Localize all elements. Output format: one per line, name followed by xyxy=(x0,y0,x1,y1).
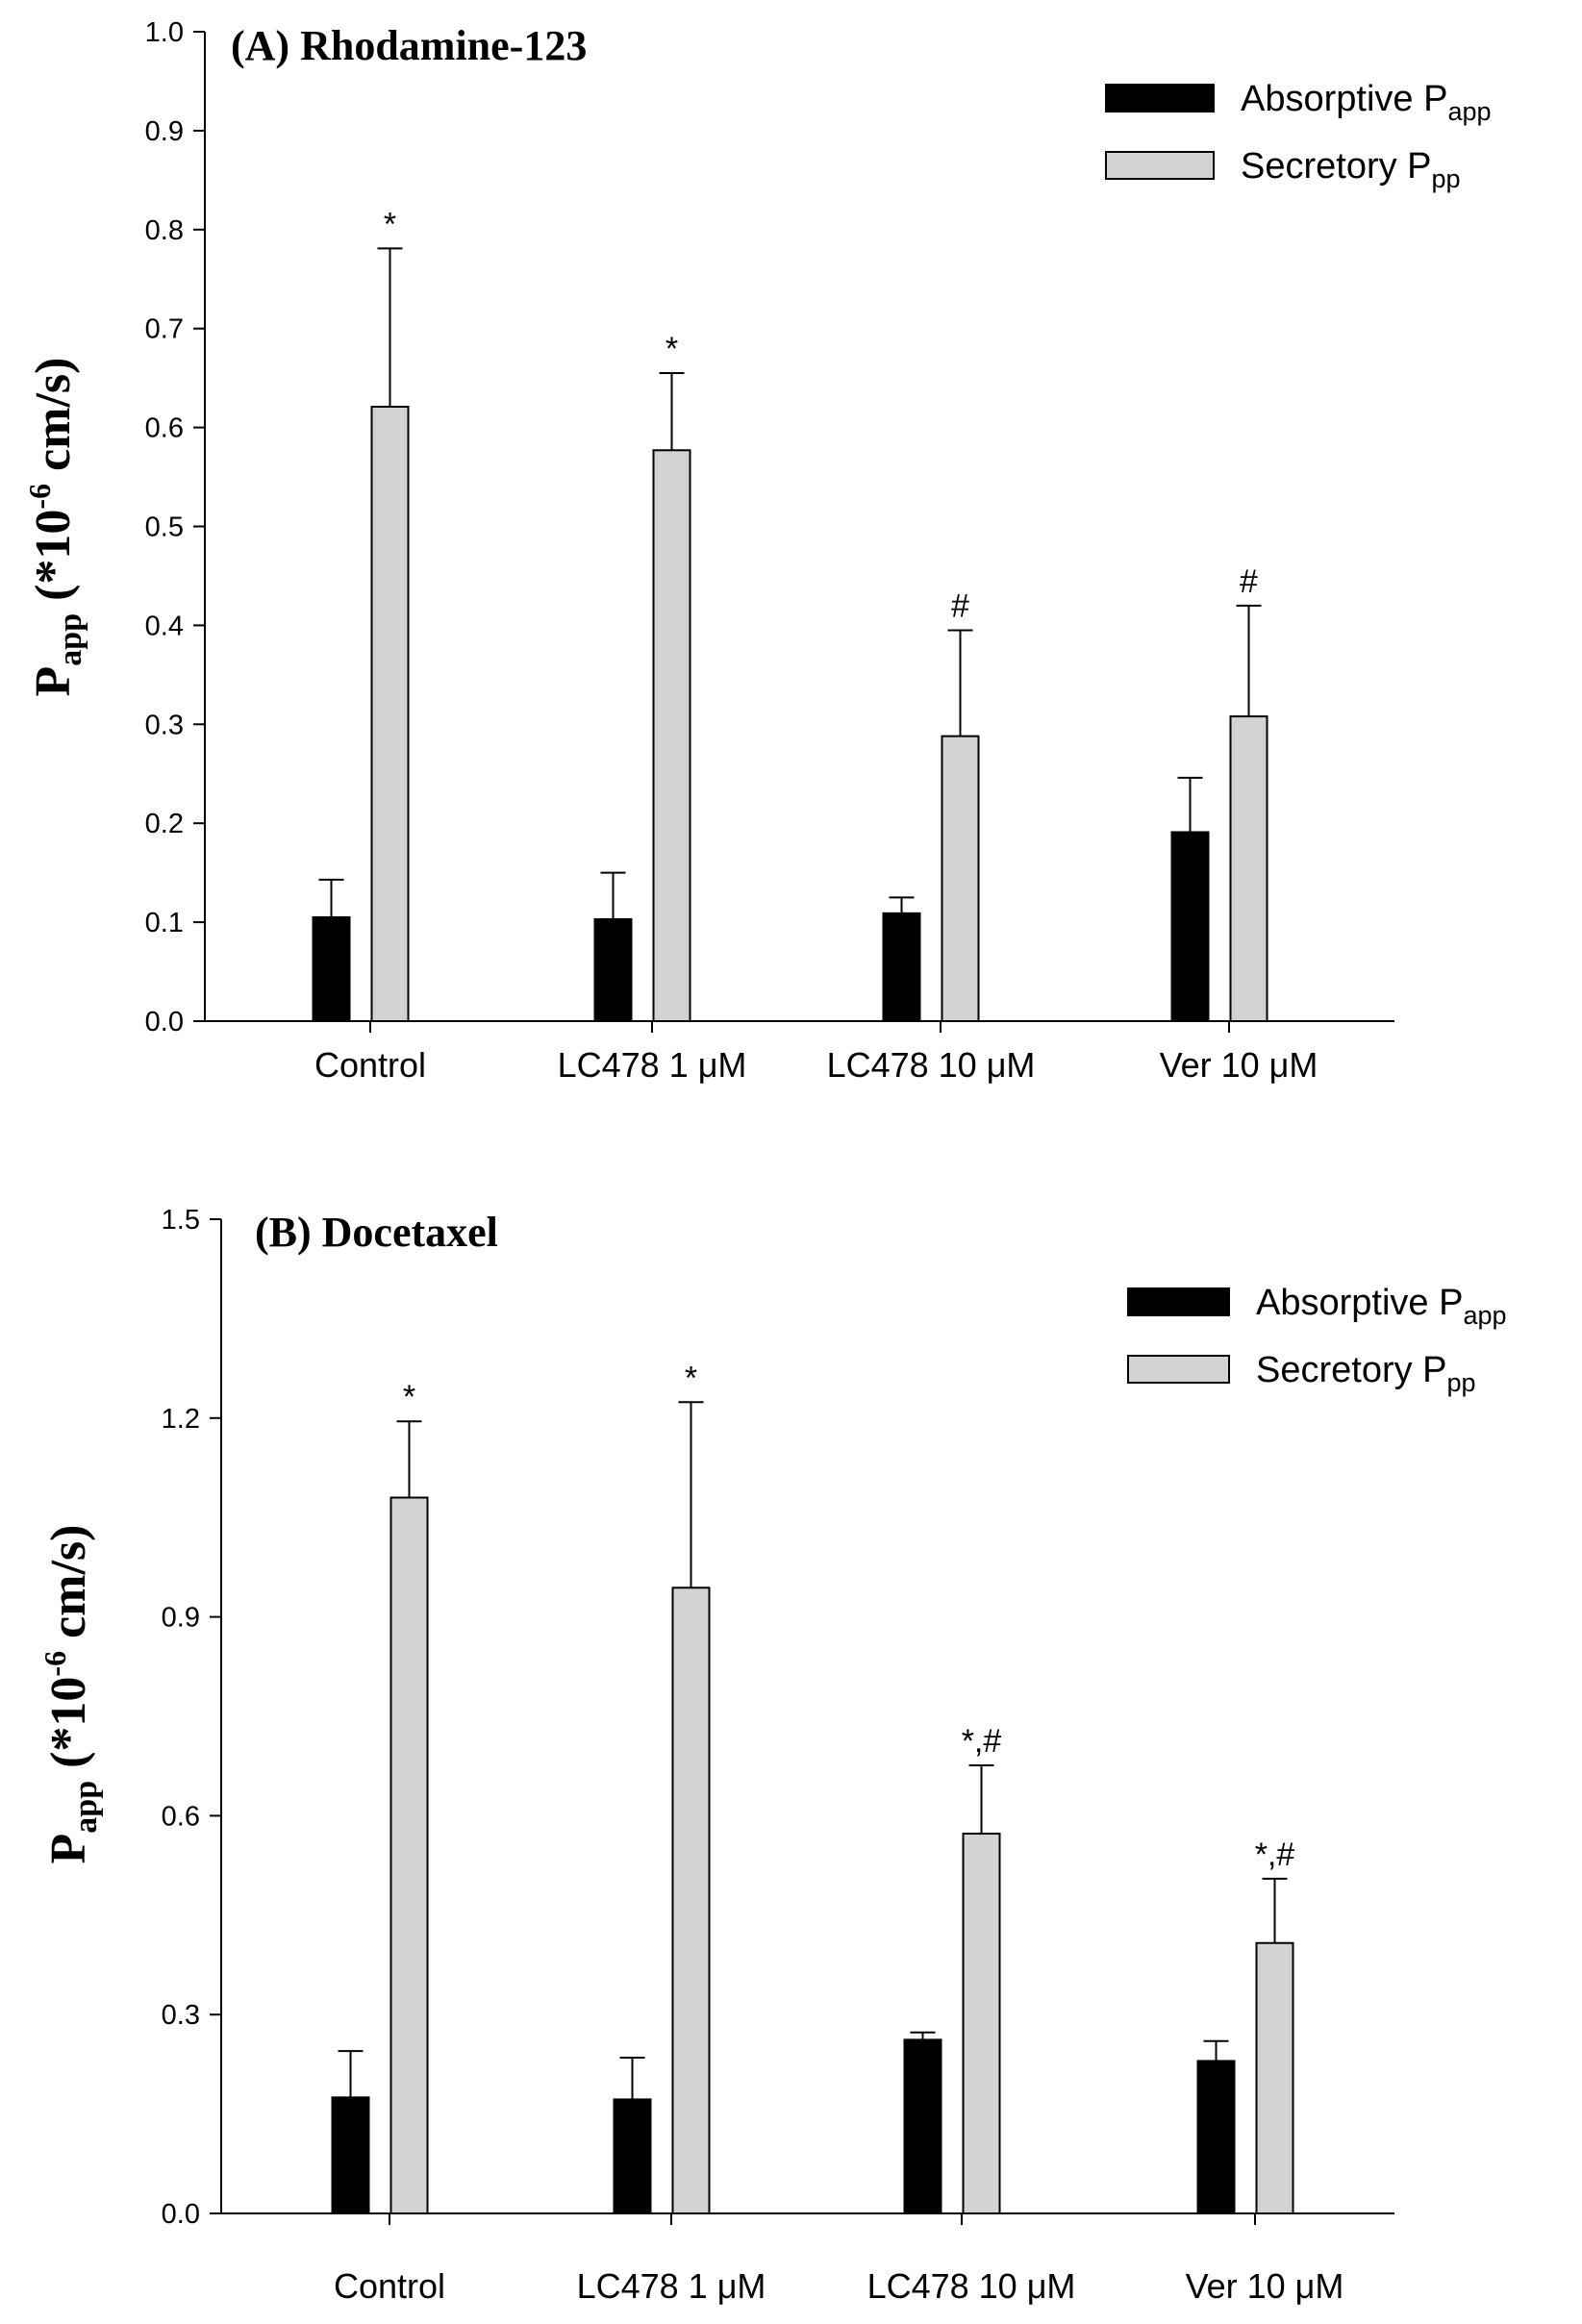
y-tick-label-a: 0.4 xyxy=(145,611,184,641)
category-label-a: LC478 1 μM xyxy=(558,1045,747,1085)
legend-swatch-a xyxy=(1105,151,1215,180)
legend-swatch-b xyxy=(1127,1355,1230,1384)
bar-secretory-a xyxy=(652,449,691,1022)
category-label-a: Control xyxy=(314,1045,426,1085)
bar-absorptive-a xyxy=(1170,831,1210,1022)
panel-a-chart: 0.0 0.1 0.2 0.3 0.4 0.5 0.6 0.7 0.8 0.9 1.0 * * # # Con… xyxy=(22,17,1492,1085)
y-tick-label-a: 0.0 xyxy=(145,1007,184,1037)
y-tick-label-a: 0.8 xyxy=(145,215,184,246)
y-tick-label-a: 0.5 xyxy=(145,512,184,543)
significance-label-a: * xyxy=(665,331,678,367)
significance-label-b: *,# xyxy=(962,1723,1002,1760)
bar-absorptive-a xyxy=(593,918,633,1022)
bar-secretory-b xyxy=(1255,1941,1294,2214)
category-label-b: Control xyxy=(334,2266,445,2306)
bar-secretory-b xyxy=(671,1587,711,2214)
category-label-a: LC478 10 μM xyxy=(827,1045,1036,1085)
bar-secretory-a xyxy=(941,735,980,1022)
significance-label-b: * xyxy=(403,1379,415,1415)
y-tick-label-a: 0.6 xyxy=(145,413,184,444)
y-tick-label-b: 1.2 xyxy=(162,1404,200,1435)
bar-secretory-b xyxy=(962,1833,1001,2215)
y-tick-label-a: 0.2 xyxy=(145,809,184,839)
legend-label-b: Absorptive Papp xyxy=(1256,1283,1507,1330)
chart-title-a: (A) Rhodamine-123 xyxy=(231,22,587,69)
y-tick-label-a: 0.7 xyxy=(145,314,184,345)
y-tick-label-b: 1.5 xyxy=(162,1205,200,1236)
significance-label-b: * xyxy=(685,1360,697,1396)
bar-secretory-a xyxy=(1229,715,1268,1022)
y-tick-label-b: 0.6 xyxy=(162,1801,200,1832)
legend-label-a: Secretory Ppp xyxy=(1241,146,1461,193)
panel-b-chart: 0.0 0.3 0.6 0.9 1.2 1.5 * * *,# *,# Control LC478 1… xyxy=(38,1205,1507,2306)
significance-label-a: # xyxy=(1240,563,1258,600)
y-tick-label-a: 1.0 xyxy=(145,17,184,48)
chart-title-b: (B) Docetaxel xyxy=(255,1209,498,1256)
y-tick-label-a: 0.9 xyxy=(145,116,184,147)
bar-absorptive-b xyxy=(613,2098,652,2215)
y-tick-label-b: 0.3 xyxy=(162,2000,200,2031)
bar-absorptive-b xyxy=(1196,2060,1236,2214)
bar-absorptive-b xyxy=(331,2096,370,2214)
y-tick-label-b: 0.0 xyxy=(162,2199,200,2230)
legend-swatch-a xyxy=(1105,84,1215,112)
category-label-a: Ver 10 μM xyxy=(1160,1045,1318,1085)
bar-secretory-a xyxy=(370,405,410,1022)
category-label-b: Ver 10 μM xyxy=(1186,2266,1344,2306)
category-label-b: LC478 10 μM xyxy=(867,2266,1076,2306)
bar-secretory-b xyxy=(389,1496,429,2214)
y-axis-label-b: Papp (*10-6 cm/s) xyxy=(38,1525,104,1864)
significance-label-a: * xyxy=(384,206,396,242)
y-tick-label-a: 0.3 xyxy=(145,710,184,740)
bar-absorptive-a xyxy=(882,912,921,1022)
legend-swatch-b xyxy=(1127,1287,1230,1316)
category-label-b: LC478 1 μM xyxy=(577,2266,766,2306)
y-axis-label-a: Papp (*10-6 cm/s) xyxy=(22,358,88,697)
bar-absorptive-b xyxy=(903,2038,942,2214)
legend-label-a: Absorptive Papp xyxy=(1241,79,1492,126)
legend-label-b: Secretory Ppp xyxy=(1256,1350,1476,1397)
bar-absorptive-a xyxy=(312,915,351,1023)
significance-label-a: # xyxy=(951,588,969,625)
y-tick-label-a: 0.1 xyxy=(145,908,184,938)
significance-label-b: *,# xyxy=(1255,1837,1295,1873)
y-tick-label-b: 0.9 xyxy=(162,1603,200,1634)
